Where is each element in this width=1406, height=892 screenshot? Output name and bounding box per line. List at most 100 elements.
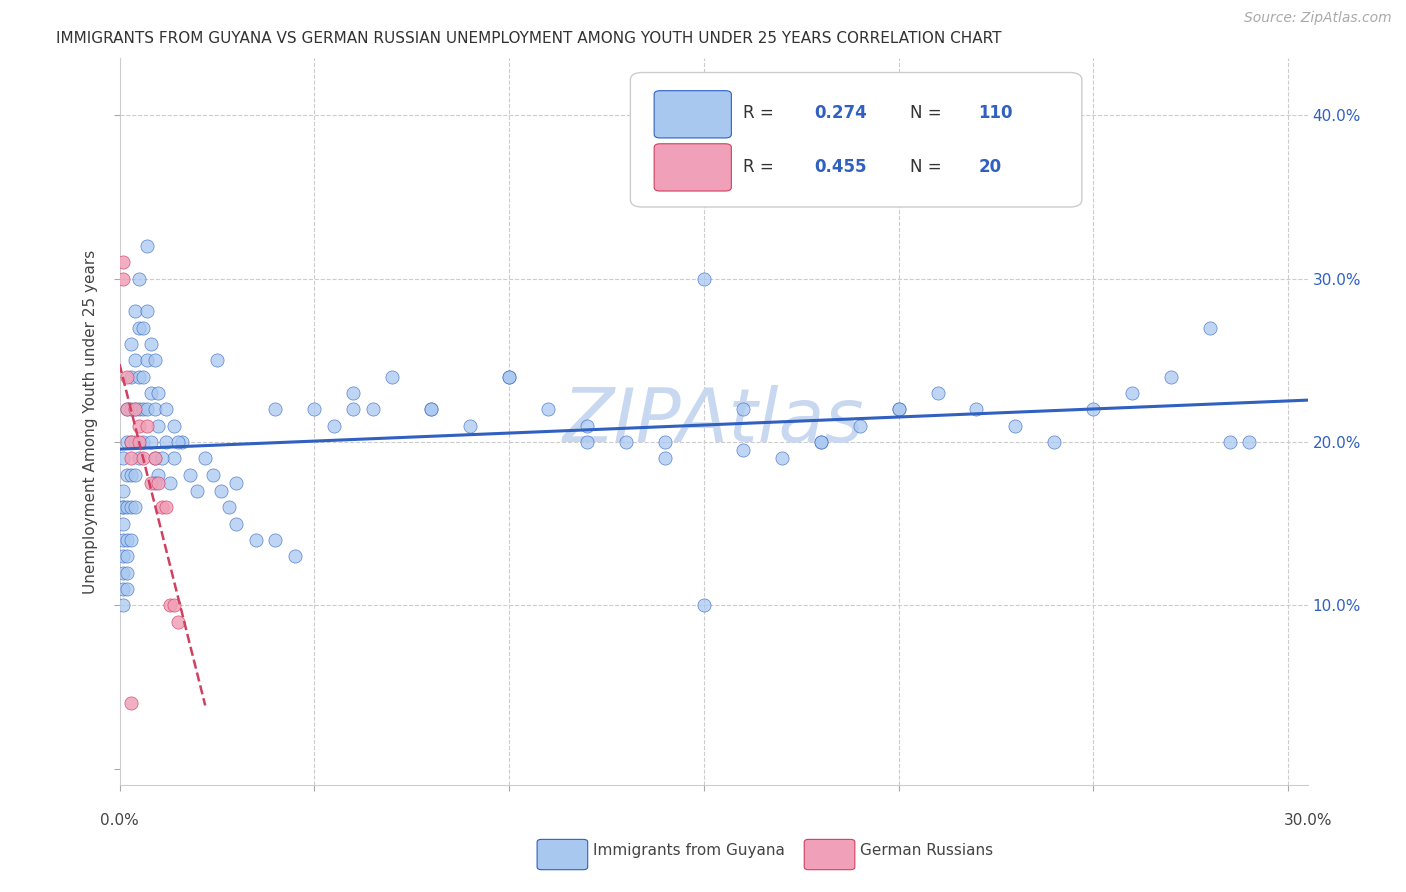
- Point: [1199, 320, 1222, 334]
- Point: [139, 385, 162, 400]
- Point: [128, 451, 150, 466]
- Point: [150, 500, 173, 515]
- Point: [159, 599, 181, 613]
- Text: 110: 110: [979, 103, 1012, 121]
- Point: [537, 402, 560, 417]
- Point: [124, 304, 146, 318]
- Point: [575, 418, 598, 433]
- Point: [155, 500, 177, 515]
- Point: [132, 369, 155, 384]
- Point: [284, 549, 307, 564]
- Point: [124, 402, 146, 417]
- Point: [458, 418, 481, 433]
- Point: [120, 434, 142, 449]
- Point: [810, 434, 832, 449]
- Text: ZIPAtlas: ZIPAtlas: [562, 385, 865, 458]
- Point: [128, 271, 150, 285]
- Point: [163, 418, 186, 433]
- Point: [148, 385, 170, 400]
- Point: [1237, 434, 1260, 449]
- Point: [731, 402, 754, 417]
- Point: [117, 549, 139, 564]
- Point: [155, 434, 177, 449]
- Point: [120, 696, 142, 710]
- Point: [201, 467, 224, 482]
- Point: [361, 402, 384, 417]
- Point: [155, 402, 177, 417]
- Point: [112, 483, 135, 498]
- Point: [143, 451, 166, 466]
- Point: [124, 353, 146, 368]
- Point: [124, 434, 146, 449]
- Point: [112, 516, 135, 531]
- Point: [128, 434, 150, 449]
- Point: [143, 451, 166, 466]
- Point: [927, 385, 949, 400]
- Point: [225, 475, 247, 490]
- Point: [342, 402, 364, 417]
- Point: [1043, 434, 1066, 449]
- Point: [112, 566, 135, 580]
- Point: [128, 320, 150, 334]
- Text: N =: N =: [910, 103, 946, 121]
- Point: [731, 443, 754, 458]
- Point: [124, 467, 146, 482]
- Y-axis label: Unemployment Among Youth under 25 years: Unemployment Among Youth under 25 years: [83, 250, 98, 593]
- Point: [117, 369, 139, 384]
- Point: [887, 402, 910, 417]
- Point: [120, 533, 142, 547]
- Point: [420, 402, 443, 417]
- Text: IMMIGRANTS FROM GUYANA VS GERMAN RUSSIAN UNEMPLOYMENT AMONG YOUTH UNDER 25 YEARS: IMMIGRANTS FROM GUYANA VS GERMAN RUSSIAN…: [56, 31, 1001, 46]
- Point: [225, 516, 247, 531]
- Point: [693, 599, 716, 613]
- Point: [135, 239, 157, 253]
- Point: [120, 500, 142, 515]
- Point: [264, 402, 287, 417]
- Point: [132, 434, 155, 449]
- Text: Immigrants from Guyana: Immigrants from Guyana: [593, 843, 785, 857]
- Point: [135, 353, 157, 368]
- Point: [128, 418, 150, 433]
- Point: [117, 434, 139, 449]
- Point: [575, 434, 598, 449]
- Text: N =: N =: [910, 158, 946, 176]
- Point: [148, 467, 170, 482]
- Point: [135, 304, 157, 318]
- Point: [112, 500, 135, 515]
- Point: [342, 385, 364, 400]
- Point: [112, 549, 135, 564]
- Point: [132, 402, 155, 417]
- Point: [143, 475, 166, 490]
- Point: [186, 483, 208, 498]
- Point: [120, 434, 142, 449]
- Text: R =: R =: [744, 158, 779, 176]
- FancyBboxPatch shape: [654, 144, 731, 191]
- Point: [498, 369, 520, 384]
- Point: [112, 451, 135, 466]
- Point: [209, 483, 232, 498]
- Point: [117, 467, 139, 482]
- Point: [848, 418, 870, 433]
- Point: [887, 402, 910, 417]
- Point: [218, 500, 240, 515]
- Point: [135, 402, 157, 417]
- Point: [150, 451, 173, 466]
- Point: [322, 418, 344, 433]
- Text: Source: ZipAtlas.com: Source: ZipAtlas.com: [1244, 12, 1392, 25]
- FancyBboxPatch shape: [654, 91, 731, 138]
- Point: [143, 353, 166, 368]
- Point: [132, 451, 155, 466]
- Text: German Russians: German Russians: [860, 843, 994, 857]
- Point: [420, 402, 443, 417]
- Text: 0.0%: 0.0%: [100, 814, 139, 828]
- Point: [654, 451, 676, 466]
- Text: R =: R =: [744, 103, 779, 121]
- Point: [1083, 402, 1105, 417]
- Point: [117, 582, 139, 596]
- Text: 30.0%: 30.0%: [1284, 814, 1331, 828]
- Point: [245, 533, 267, 547]
- Point: [614, 434, 637, 449]
- Text: 0.274: 0.274: [814, 103, 868, 121]
- Point: [1004, 418, 1026, 433]
- Point: [139, 337, 162, 351]
